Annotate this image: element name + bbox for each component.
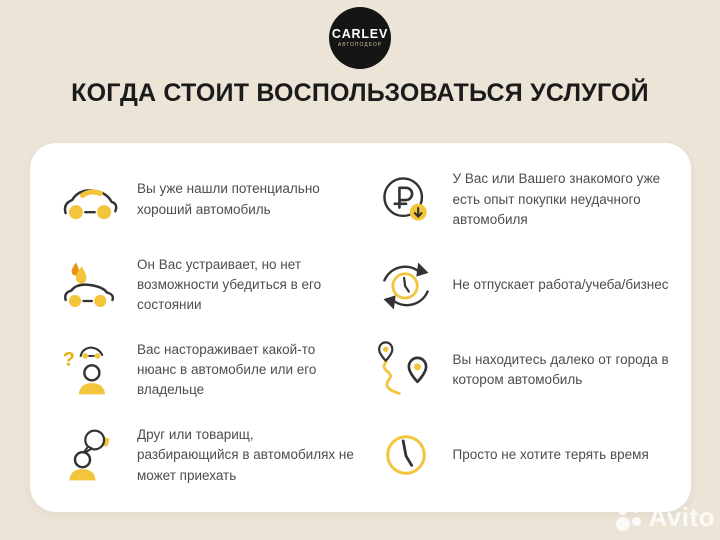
list-item-text: У Вас или Вашего знакомого уже есть опыт… <box>452 171 661 227</box>
brand-name: CARLEV <box>331 27 389 42</box>
list-item: Вы уже нашли потенциально хороший автомо… <box>60 157 358 242</box>
avito-watermark-label: Avito <box>648 502 715 532</box>
svg-text:?: ? <box>63 348 75 370</box>
clock-refresh-icon <box>382 262 429 310</box>
list-item: Вы находитесь далеко от города в котором… <box>376 328 674 413</box>
list-item-text: Вы находитесь далеко от города в котором… <box>452 351 669 388</box>
brand-tagline: АВТОПОДБОР <box>337 41 383 48</box>
list-item-text: Вы уже нашли потенциально хороший автомо… <box>137 181 320 217</box>
list-item-text: Вас настораживает какой-то нюанс в автом… <box>137 341 317 398</box>
list-item-text: Друг или товарищ, разбирающийся в автомо… <box>137 427 354 483</box>
reasons-card: Вы уже нашли потенциально хороший автомо… <box>30 143 691 512</box>
page-title: КОГДА СТОИТ ВОСПОЛЬЗОВАТЬСЯ УСЛУГОЙ <box>71 79 649 107</box>
list-item-text: Он Вас устраивает, но нет возможности уб… <box>137 256 322 313</box>
list-item-text: Просто не хотите терять время <box>452 447 649 463</box>
clock-icon <box>385 435 426 476</box>
list-item: Он Вас устраивает, но нет возможности уб… <box>60 242 358 327</box>
friend-chat-icon <box>69 429 110 481</box>
list-item: Друг или товарищ, разбирающийся в автомо… <box>60 413 358 498</box>
avito-watermark: Avito <box>616 502 715 533</box>
list-item: ? Вас настораживает какой-то нюанс в авт… <box>60 328 358 413</box>
suspicious-owner-icon: ? <box>63 346 105 395</box>
list-item: У Вас или Вашего знакомого уже есть опыт… <box>376 157 674 242</box>
list-item-text: Не отпускает работа/учеба/бизнес <box>452 276 669 292</box>
route-pins-icon <box>377 341 427 395</box>
car-icon <box>63 188 118 219</box>
list-item: Не отпускает работа/учеба/бизнес <box>376 242 674 327</box>
list-item: Просто не хотите терять время <box>376 413 674 498</box>
car-on-fire-icon <box>64 262 115 307</box>
ruble-loss-icon <box>382 176 427 221</box>
brand-logo: CARLEV АВТОПОДБОР <box>329 7 391 69</box>
avito-circles-icon <box>616 504 643 531</box>
